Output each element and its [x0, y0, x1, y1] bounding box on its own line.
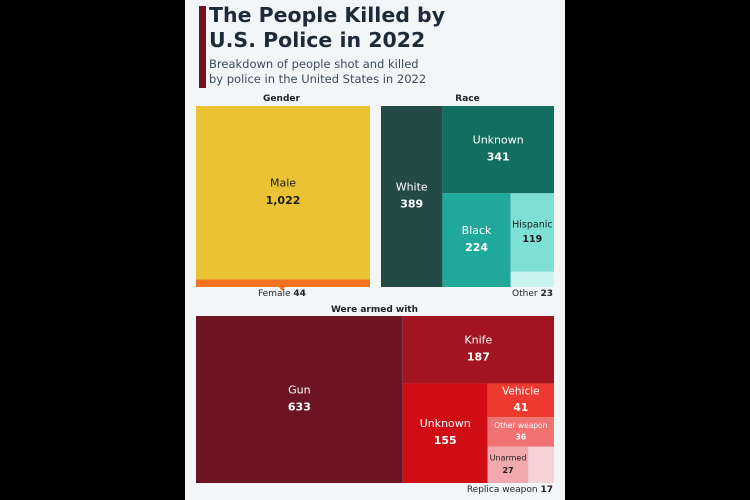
- subtitle-line-1: Breakdown of people shot and killed: [209, 57, 419, 71]
- gender-chart-title: Gender: [263, 94, 300, 104]
- weapon-gun-label: Gun: [288, 383, 310, 396]
- race-unknown-value: 341: [487, 151, 510, 164]
- race-hispanic-tile: [510, 193, 554, 272]
- replica-weapon-label: Replica weapon: [466, 485, 538, 495]
- infographic-card: The People Killed by U.S. Police in 2022…: [185, 0, 565, 500]
- race-other-tile: [510, 271, 554, 287]
- race-black-value: 224: [465, 241, 488, 254]
- weapon-vehicle-label: Vehicle: [502, 386, 540, 398]
- weapon-other-weapon-tile: [487, 417, 554, 447]
- title-line-1: The People Killed by: [209, 3, 446, 27]
- gender-male-tile: [196, 106, 370, 280]
- title-accent-bar: [199, 6, 206, 88]
- weapon-gun-value: 633: [288, 401, 311, 414]
- page-title: The People Killed by U.S. Police in 2022: [209, 3, 559, 53]
- race-hispanic-label: Hispanic: [512, 219, 552, 230]
- race-white-value: 389: [400, 198, 423, 211]
- weapon-unknown-tile: [402, 383, 488, 483]
- race-white-label: White: [396, 180, 428, 193]
- race-white-tile: [381, 106, 443, 287]
- replica-weapon-outside-label: Replica weapon 17: [467, 485, 553, 495]
- female-value: 44: [293, 289, 306, 299]
- race-hispanic-value: 119: [522, 234, 542, 245]
- weapon-unknown-label: Unknown: [420, 417, 471, 430]
- female-pointer-caret: [279, 287, 285, 291]
- treemap-charts: Male 1,022 White 389 Unknown 341 Black 224 Hispa…: [196, 106, 554, 483]
- other-value: 23: [540, 289, 553, 299]
- gender-female-tile: [196, 279, 370, 287]
- race-black-tile: [442, 193, 511, 287]
- weapon-replica-weapon-tile: [528, 446, 554, 483]
- weapon-gun-tile: [196, 316, 403, 483]
- weapon-vehicle-value: 41: [514, 402, 529, 414]
- weapons-chart-title: Were armed with: [330, 305, 419, 315]
- weapon-unarmed-tile: [487, 446, 529, 483]
- other-label: Other: [512, 289, 538, 299]
- replica-weapon-value: 17: [540, 485, 553, 495]
- weapon-unarmed-label: Unarmed: [490, 453, 527, 462]
- weapon-unknown-value: 155: [434, 434, 457, 447]
- female-outside-label: Female 44: [258, 289, 306, 299]
- race-unknown-label: Unknown: [473, 134, 524, 147]
- subtitle-line-2: by police in the United States in 2022: [209, 72, 427, 86]
- race-black-label: Black: [462, 224, 492, 237]
- weapon-unarmed-value: 27: [502, 466, 513, 475]
- weapon-knife-label: Knife: [464, 334, 492, 347]
- gender-male-value: 1,022: [266, 194, 301, 207]
- weapon-vehicle-tile: [487, 383, 554, 418]
- page-subtitle: Breakdown of people shot and killed by p…: [209, 57, 559, 87]
- other-outside-label: Other 23: [512, 289, 553, 299]
- weapon-knife-value: 187: [467, 351, 490, 364]
- gender-male-label: Male: [270, 177, 296, 190]
- weapon-knife-tile: [402, 316, 554, 384]
- female-label: Female: [258, 289, 291, 299]
- title-line-2: U.S. Police in 2022: [209, 28, 426, 52]
- race-chart-title: Race: [455, 94, 480, 104]
- race-unknown-tile: [442, 106, 554, 194]
- weapon-other-weapon-label: Other weapon: [494, 421, 547, 430]
- weapon-other-weapon-value: 36: [516, 432, 526, 441]
